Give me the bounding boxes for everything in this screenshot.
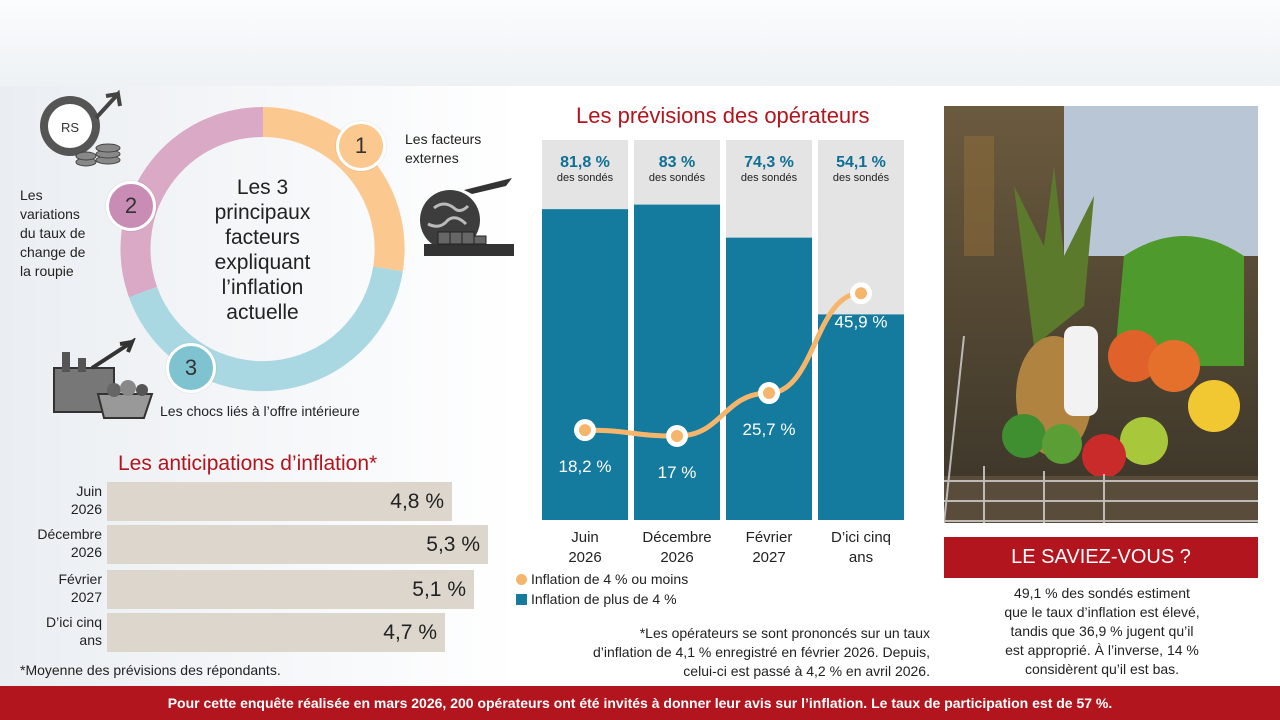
forecast-category-label: Décembre 2026 bbox=[642, 529, 712, 566]
factor-2-label-line: du taux de bbox=[20, 225, 86, 241]
line-point-label: 18,2 % bbox=[559, 457, 612, 476]
did-you-know-line: que le taux d’inflation est élevé, bbox=[1004, 604, 1200, 620]
donut-segment-3 bbox=[128, 266, 403, 392]
anticipation-row-label: Décembre 2026 bbox=[37, 526, 102, 560]
donut-center-line: principaux bbox=[214, 201, 311, 224]
factor-2-label-line: Les bbox=[20, 187, 43, 203]
did-you-know-line: considèrent qu’il est bas. bbox=[1024, 661, 1180, 677]
line-point bbox=[671, 430, 683, 443]
bar-value-label: 54,1 % bbox=[836, 154, 886, 171]
factor-3-label: Les chocs liés à l’offre intérieure bbox=[160, 402, 360, 421]
anticipation-bar: 4,7 % bbox=[107, 613, 445, 652]
factor-2-label: Les variations du taux de change de la r… bbox=[20, 186, 85, 281]
anticipation-value: 5,1 % bbox=[412, 578, 466, 601]
anticipation-value: 4,8 % bbox=[390, 490, 444, 513]
line-point bbox=[579, 424, 591, 437]
line-point-label: 25,7 % bbox=[743, 420, 796, 439]
bar-plus-de-4 bbox=[634, 204, 720, 520]
donut-center-line: expliquant bbox=[214, 251, 311, 274]
bar-value-label: 81,8 % bbox=[560, 154, 610, 171]
donut-center-line: actuelle bbox=[226, 301, 299, 324]
currency-exchange-icon: RS bbox=[40, 89, 122, 167]
legend-label-line: Inflation de 4 % ou moins bbox=[531, 571, 689, 587]
factor-1-label-line: externes bbox=[405, 150, 459, 166]
line-point bbox=[763, 387, 775, 400]
bar-value-label: 74,3 % bbox=[744, 154, 794, 171]
did-you-know-text: 49,1 % des sondés estiment que le taux d… bbox=[950, 584, 1254, 679]
globe-trade-icon bbox=[420, 178, 514, 256]
factor-2-label-line: variations bbox=[20, 206, 80, 222]
factor-1-number: 1 bbox=[354, 133, 368, 158]
factor-3-badge: 3 bbox=[166, 343, 216, 393]
bar-value-label: 83 % bbox=[659, 154, 695, 171]
line-point-label: 17 % bbox=[658, 463, 697, 482]
chart-note-line: celui-ci est passé à 4,2 % en avril 2026… bbox=[683, 663, 930, 679]
donut-center-line: Les 3 bbox=[236, 176, 289, 199]
donut-center-line: l’inflation bbox=[221, 276, 304, 299]
bar-plus-de-4 bbox=[542, 209, 628, 520]
factor-1-label-line: Les facteurs bbox=[405, 131, 482, 147]
legend-item-line: Inflation de 4 % ou moins bbox=[516, 571, 688, 587]
chart-note-line: d’inflation de 4,1 % enregistré en févri… bbox=[593, 644, 930, 660]
did-you-know-line: est approprié. À l’inverse, 14 % bbox=[1005, 642, 1199, 658]
line-point bbox=[855, 287, 867, 300]
currency-badge-text: RS bbox=[61, 120, 79, 135]
survey-footer: Pour cette enquête réalisée en mars 2026… bbox=[0, 686, 1280, 720]
anticipations-note: *Moyenne des prévisions des répondants. bbox=[20, 662, 281, 678]
bar-value-sublabel: des sondés bbox=[557, 172, 614, 184]
anticipation-row-label: Juin 2026 bbox=[70, 483, 102, 517]
bar-plus-de-4 bbox=[726, 237, 812, 520]
anticipations-title: Les anticipations d’inflation* bbox=[118, 452, 378, 475]
anticipation-value: 4,7 % bbox=[383, 621, 437, 644]
bar-value-sublabel: des sondés bbox=[833, 172, 890, 184]
anticipation-bar: 5,3 % bbox=[107, 525, 488, 564]
forecast-category-label: Février 2027 bbox=[745, 529, 793, 566]
forecast-chart-note: *Les opérateurs se sont prononcés sur un… bbox=[520, 624, 930, 681]
factor-2-badge: 2 bbox=[106, 181, 156, 231]
factor-1-label: Les facteurs externes bbox=[405, 130, 481, 168]
line-point-label: 45,9 % bbox=[835, 312, 888, 331]
top-background bbox=[0, 0, 1280, 86]
legend-item-bar: Inflation de plus de 4 % bbox=[516, 591, 677, 607]
legend-label-bar: Inflation de plus de 4 % bbox=[531, 591, 677, 607]
bar-value-sublabel: des sondés bbox=[649, 172, 706, 184]
forecast-category-label: Juin 2026 bbox=[568, 529, 602, 566]
factory-supply-icon bbox=[53, 338, 154, 419]
chart-note-line: *Les opérateurs se sont prononcés sur un… bbox=[639, 625, 930, 641]
donut-segment-2 bbox=[120, 106, 264, 298]
did-you-know-line: 49,1 % des sondés estiment bbox=[1014, 585, 1190, 601]
anticipation-bar: 5,1 % bbox=[107, 570, 474, 609]
anticipation-bar: 4,8 % bbox=[107, 482, 452, 521]
bar-plus-de-4 bbox=[818, 314, 904, 520]
factor-3-label-line: Les chocs liés à l’offre intérieure bbox=[160, 403, 360, 419]
bar-value-sublabel: des sondés bbox=[741, 172, 798, 184]
forecast-chart-title: Les prévisions des opérateurs bbox=[576, 103, 870, 128]
anticipation-row-label: D’ici cinq ans bbox=[45, 614, 102, 648]
factor-2-label-line: change de bbox=[20, 244, 86, 260]
grocery-cart-photo bbox=[944, 106, 1258, 523]
factor-2-label-line: la roupie bbox=[20, 263, 74, 279]
anticipation-row-label: Février 2027 bbox=[58, 571, 102, 605]
donut-center-title: Les 3 principaux facteurs expliquant l’i… bbox=[180, 175, 345, 325]
legend-dot-icon bbox=[516, 573, 527, 585]
line-4-ou-moins bbox=[584, 290, 862, 439]
did-you-know-line: tandis que 36,9 % jugent qu’il bbox=[1010, 623, 1194, 639]
factor-3-number: 3 bbox=[184, 355, 198, 380]
forecast-category-label: D’ici cinq ans bbox=[830, 529, 891, 566]
factor-2-number: 2 bbox=[124, 193, 138, 218]
did-you-know-banner: LE SAVIEZ-VOUS ? bbox=[944, 537, 1258, 578]
factor-1-badge: 1 bbox=[336, 121, 386, 171]
donut-center-line: facteurs bbox=[225, 226, 300, 249]
legend-square-icon bbox=[516, 593, 527, 605]
anticipation-value: 5,3 % bbox=[426, 533, 480, 556]
